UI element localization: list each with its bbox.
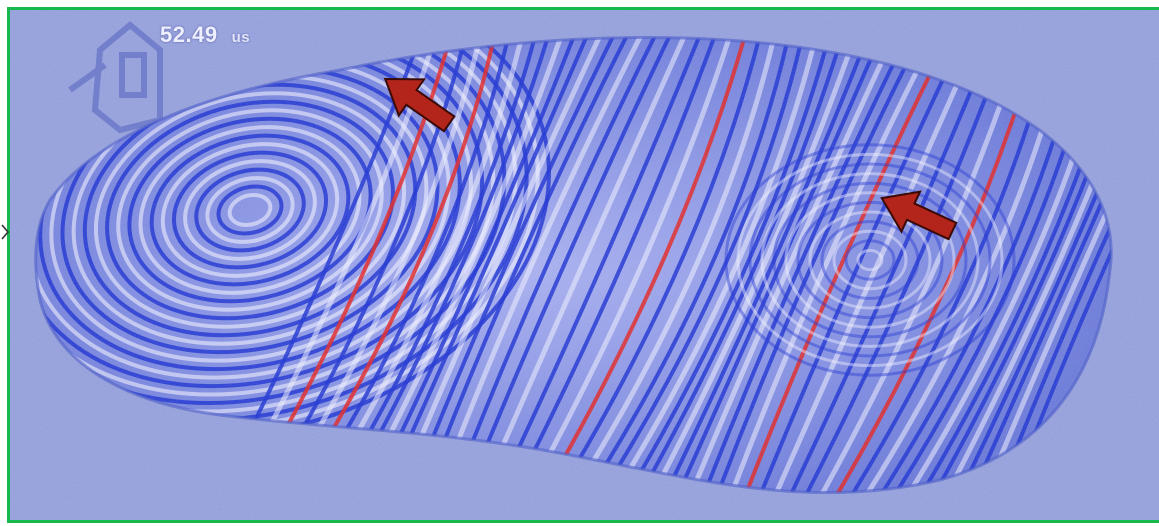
vibration-pattern [10,10,1159,520]
upper-left-arrow [383,78,456,133]
interferogram-image: 52.49 us [7,7,1159,523]
time-value: 52.49 [160,22,218,47]
time-unit: us [231,29,251,46]
chevron-right-icon [1,224,10,240]
right-arrow [880,190,958,241]
time-readout: 52.49 us [160,22,250,48]
